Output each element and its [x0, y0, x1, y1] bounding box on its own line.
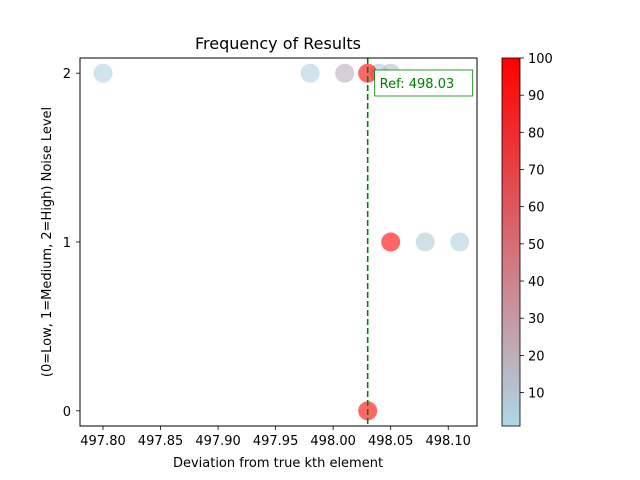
x-tick-label-1: 497.85 — [138, 434, 184, 449]
colorbar-tick-label-1: 20 — [528, 349, 545, 364]
scatter-point-5 — [358, 63, 378, 83]
chart-title: Frequency of Results — [195, 34, 361, 53]
y-axis-ticks: 0 1 2 — [63, 67, 80, 420]
x-tick-label-4: 498.00 — [310, 434, 356, 449]
x-tick-label-3: 497.95 — [253, 434, 299, 449]
colorbar-tick-label-4: 50 — [528, 238, 545, 253]
scatter-point-0 — [93, 63, 113, 83]
colorbar-tick-label-2: 30 — [528, 312, 545, 327]
colorbar-tick-label-7: 80 — [528, 126, 545, 141]
scatter-points — [93, 63, 470, 421]
colorbar-tick-label-5: 60 — [528, 201, 545, 216]
x-axis-ticks: 497.80 497.85 497.90 497.95 498.00 498.05 498.… — [80, 426, 471, 449]
y-tick-label-2: 2 — [63, 67, 71, 82]
reference-line-group: Ref: 498.03 — [366, 58, 474, 426]
scatter-point-8 — [450, 232, 470, 252]
scatter-point-2 — [335, 63, 355, 83]
x-tick-label-0: 497.80 — [80, 434, 126, 449]
colorbar-tick-label-0: 10 — [528, 387, 545, 402]
y-tick-label-1: 1 — [63, 236, 71, 251]
y-axis-label: (0=Low, 1=Medium, 2=High) Noise Level — [40, 107, 55, 377]
x-tick-label-2: 497.90 — [195, 434, 241, 449]
reference-label: Ref: 498.03 — [380, 77, 455, 92]
colorbar-tick-label-3: 40 — [528, 275, 545, 290]
reference-label-box — [374, 69, 474, 97]
x-tick-label-5: 498.05 — [368, 434, 414, 449]
x-axis-label: Deviation from true kth element — [173, 456, 383, 471]
colorbar-ticks: 10 20 30 40 50 60 70 80 90 100 — [520, 52, 553, 402]
colorbar-tick-label-6: 70 — [528, 164, 545, 179]
y-tick-label-0: 0 — [63, 405, 71, 420]
colorbar — [501, 57, 521, 427]
scatter-point-1 — [300, 63, 320, 83]
scatter-point-6 — [381, 232, 401, 252]
scatter-point-7 — [415, 232, 435, 252]
x-tick-label-6: 498.10 — [425, 434, 471, 449]
colorbar-tick-label-8: 90 — [528, 89, 545, 104]
colorbar-tick-label-9: 100 — [528, 52, 553, 67]
